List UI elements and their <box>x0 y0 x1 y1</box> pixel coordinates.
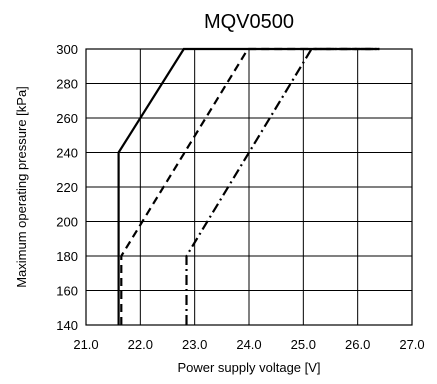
x-axis-label: Power supply voltage [V] <box>177 360 320 375</box>
y-tick-label: 240 <box>56 146 78 161</box>
x-axis-ticks: 21.0 22.0 23.0 24.0 25.0 26.0 27.0 <box>73 337 424 352</box>
y-tick-label: 260 <box>56 111 78 126</box>
x-tick-label: 21.0 <box>73 337 98 352</box>
y-axis-label: Maximum operating pressure [kPa] <box>14 86 29 288</box>
x-tick-label: 24.0 <box>236 337 261 352</box>
y-tick-label: 220 <box>56 180 78 195</box>
y-tick-label: 200 <box>56 215 78 230</box>
x-tick-label: 25.0 <box>291 337 316 352</box>
x-tick-label: 23.0 <box>182 337 207 352</box>
y-tick-label: 140 <box>56 318 78 333</box>
grid <box>85 48 413 326</box>
y-tick-label: 180 <box>56 249 78 264</box>
x-tick-label: 26.0 <box>345 337 370 352</box>
y-axis-ticks: 140 160 180 200 220 240 260 280 300 <box>56 42 78 333</box>
x-tick-label: 27.0 <box>399 337 424 352</box>
x-tick-label: 22.0 <box>128 337 153 352</box>
y-tick-label: 280 <box>56 77 78 92</box>
y-tick-label: 300 <box>56 42 78 57</box>
y-tick-label: 160 <box>56 284 78 299</box>
chart-title: MQV0500 <box>204 11 294 33</box>
plot-frame <box>85 48 413 326</box>
